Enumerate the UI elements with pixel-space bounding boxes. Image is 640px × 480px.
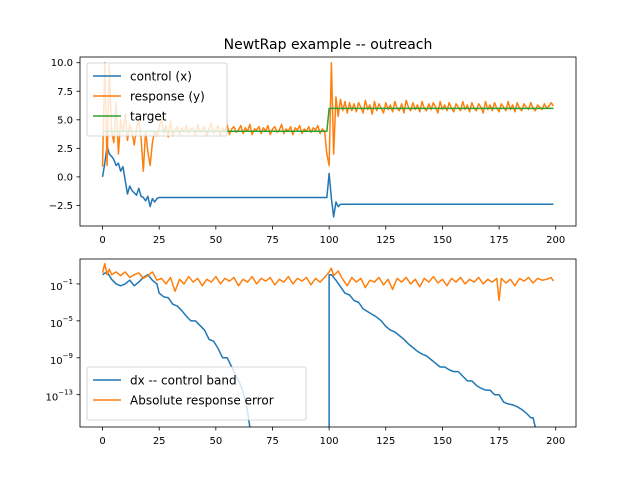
y-tick-label: 2.5: [57, 144, 73, 155]
x-tick-label: 175: [490, 235, 509, 246]
x-tick-label: 100: [320, 235, 339, 246]
y-tick-label: 7.5: [57, 87, 73, 98]
x-tick-label: 0: [99, 235, 105, 246]
y-tick-label: 10−13: [45, 389, 73, 404]
x-tick-label: 200: [546, 235, 565, 246]
series-line-dx-control-band-segment-2: [328, 273, 537, 427]
x-tick-label: 0: [99, 436, 105, 447]
series-line-dx-control-band: [102, 271, 251, 427]
x-tick-label: 75: [266, 436, 279, 447]
x-tick-label: 150: [433, 436, 452, 447]
y-tick-label: 10.0: [51, 58, 73, 69]
x-tick-label: 25: [153, 436, 166, 447]
y-tick-label: 0.0: [57, 172, 73, 183]
x-tick-label: 150: [433, 235, 452, 246]
x-tick-label: 200: [546, 436, 565, 447]
y-tick-label: −2.5: [49, 201, 73, 212]
legend-label: response (y): [130, 90, 205, 104]
y-tick-label: 10−9: [50, 352, 73, 367]
series-line-control-x: [101, 145, 554, 218]
legend-label: Absolute response error: [130, 394, 274, 408]
x-tick-label: 75: [266, 235, 279, 246]
x-tick-label: 50: [209, 436, 222, 447]
legend-label: control (x): [130, 70, 192, 84]
x-tick-label: 175: [490, 436, 509, 447]
x-tick-label: 25: [153, 235, 166, 246]
plot-area: [101, 262, 555, 427]
legend-label: target: [130, 110, 167, 124]
top-axes: 0 25 50 75 100 125 150 175 200 −2.5 0.0 2.5 5.0 7.5 10…: [49, 56, 577, 246]
y-tick-label: 10−1: [50, 278, 73, 293]
y-tick-label: 10−5: [50, 315, 73, 330]
legend-label: dx -- control band: [130, 374, 237, 388]
x-tick-label: 125: [376, 436, 395, 447]
axes-frame: [79, 56, 577, 227]
x-tick-label: 50: [209, 235, 222, 246]
legend-frame: [86, 366, 307, 421]
x-tick-label: 100: [320, 436, 339, 447]
chart-title: NewtRap example -- outreach: [224, 37, 433, 53]
legend: dx -- control band Absolute response erro…: [86, 366, 307, 421]
y-tick-label: 5.0: [57, 115, 73, 126]
x-tick-label: 125: [376, 235, 395, 246]
axes-frame: [79, 258, 577, 428]
series-line-absolute-response-error: [101, 262, 555, 302]
bottom-axes: 0 25 50 75 100 125 150 175 200 10−1 10−5 10−9 10−13 d…: [45, 258, 577, 447]
legend: control (x) response (y) target: [86, 62, 228, 137]
legend-frame: [86, 62, 228, 137]
